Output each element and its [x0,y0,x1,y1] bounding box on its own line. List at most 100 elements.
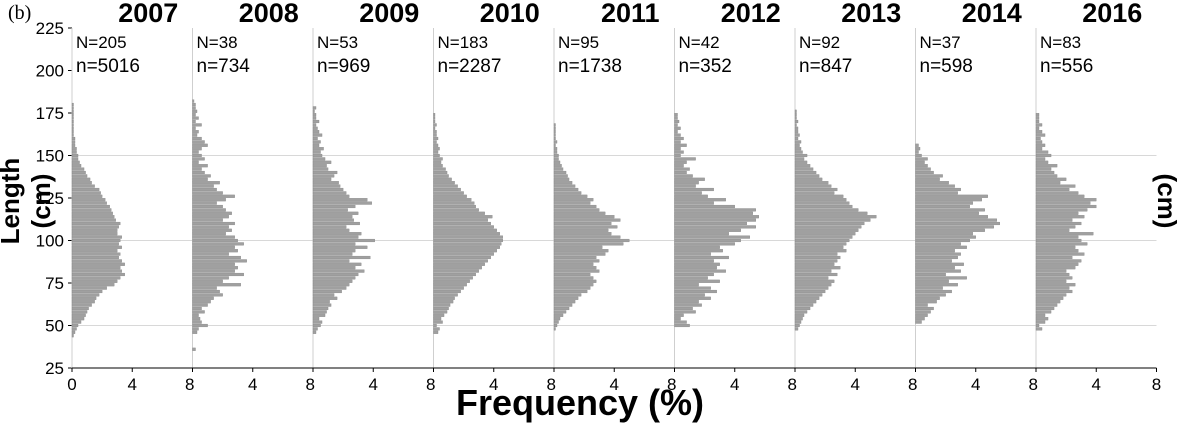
histogram-bar [674,123,678,127]
histogram-bar [674,164,684,168]
x-tick-label: 4 [489,375,498,394]
histogram-bar [553,177,570,181]
histogram-bar [312,181,339,185]
histogram-bar [674,323,690,328]
panel-year: 2010 [480,0,540,28]
histogram-bar [192,262,235,266]
histogram-bar [915,225,994,229]
x-tick-label: 0 [67,375,76,394]
histogram-bar [553,123,556,127]
histogram-bar [553,201,591,205]
histogram-bar [192,153,202,158]
histogram-bar [553,313,564,317]
histogram-bar [674,170,687,175]
histogram-bar [553,272,591,277]
panel-N-count: N=92 [799,33,840,52]
histogram-bar [553,232,612,236]
histogram-bar [433,327,440,331]
histogram-bar [674,252,711,256]
histogram-bar [1035,153,1052,158]
x-tick-label: 4 [971,375,980,394]
histogram-bar [915,160,925,164]
histogram-bar [674,296,711,300]
histogram-bar [553,283,594,287]
histogram-bar [71,225,119,229]
histogram-bar [1035,317,1049,321]
histogram-bar [71,211,113,215]
histogram-bar [312,153,323,158]
histogram-bar [433,153,440,158]
histogram-bar [71,109,74,113]
histogram-bar [915,164,928,168]
histogram-bar [1035,235,1079,239]
histogram-bar [433,147,440,151]
histogram-bar [1035,150,1049,154]
histogram-bar [71,191,101,195]
histogram-bar [915,204,970,209]
histogram-bar [674,215,759,219]
histogram-bar [794,181,829,185]
histogram-bar [794,269,832,273]
histogram-bar [794,313,805,317]
histogram-bar [192,232,226,236]
histogram-bar [433,177,452,181]
histogram-bar [794,249,847,253]
histogram-bar [915,303,928,307]
histogram-bar [192,211,232,215]
histogram-bar [915,177,940,181]
histogram-bar [71,252,121,256]
histogram-bar [192,255,241,260]
panel-n-count: n=556 [1040,56,1093,77]
histogram-bar [794,310,808,314]
histogram-bar [794,126,799,130]
histogram-bar [433,232,500,236]
histogram-bar [192,306,202,311]
histogram-bar [674,245,720,249]
histogram-bar [794,228,859,232]
histogram-bar [1035,276,1073,280]
histogram-bar [794,289,826,294]
histogram-bar [312,238,375,243]
histogram-bar [71,157,79,161]
histogram-bar [1035,320,1046,324]
histogram-bar [553,225,618,229]
histogram-bar [674,262,720,266]
histogram-bar [71,123,74,127]
histogram-bar [915,187,961,192]
histogram-bar [674,228,741,232]
histogram-bar [674,272,714,277]
histogram-bar [915,313,928,317]
histogram-bar [433,181,455,185]
histogram-bar [433,310,448,314]
histogram-bar [915,266,955,270]
histogram-bar [192,170,205,175]
histogram-bar [915,191,958,195]
histogram-bar [192,245,235,249]
histogram-bar [674,147,681,151]
histogram-bar [1035,177,1067,181]
histogram-bar [433,289,461,294]
histogram-bar [71,289,103,294]
histogram-bar [312,255,371,260]
histogram-bar [553,306,570,311]
histogram-bar [433,330,439,334]
histogram-bar [192,160,199,164]
histogram-bar [553,327,556,331]
x-tick-label: 4 [730,375,739,394]
histogram-bar [1035,306,1055,311]
histogram-bar [553,259,600,263]
histogram-bar [1035,218,1073,222]
histogram-bar [192,194,235,198]
histogram-bar [312,147,324,151]
histogram-bar [553,147,558,151]
histogram-bar [794,232,856,236]
histogram-bar [192,208,226,212]
histogram-bar [794,160,808,164]
histogram-bar [1035,238,1082,243]
histogram-bar [553,276,594,280]
histogram-bar [433,306,449,311]
histogram-bar [192,133,198,137]
histogram-bar [674,201,714,205]
histogram-bar [915,150,919,154]
